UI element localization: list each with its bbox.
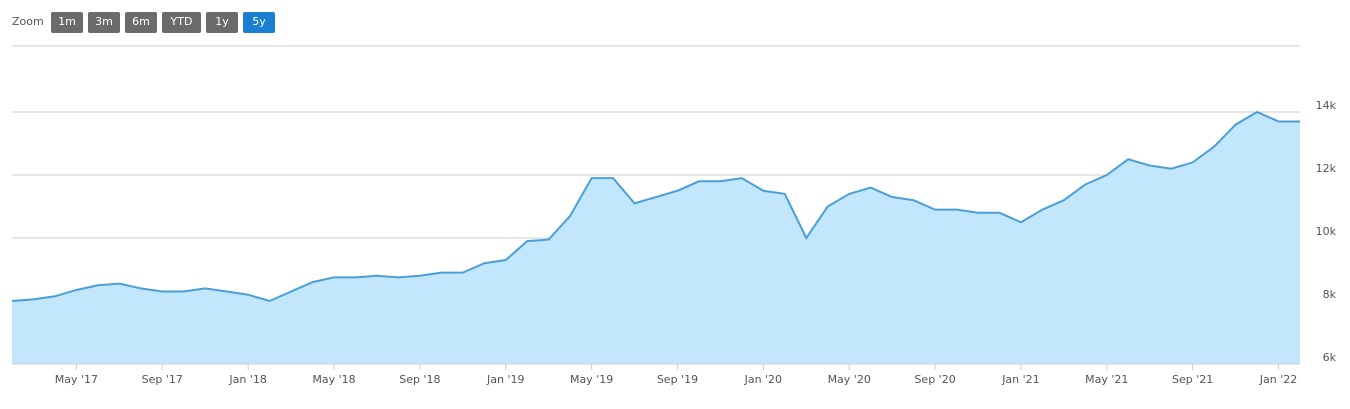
zoom-button-label[interactable]: 1m xyxy=(58,15,76,28)
zoom-button-label[interactable]: 3m xyxy=(95,15,113,28)
zoom-button-label[interactable]: 5y xyxy=(252,15,266,28)
zoom-button-label[interactable]: 6m xyxy=(132,15,150,28)
zoom-button-label[interactable]: YTD xyxy=(170,15,193,28)
x-tick-label: Sep '20 xyxy=(914,373,955,386)
x-tick-label: May '18 xyxy=(312,373,355,386)
zoom-button[interactable] xyxy=(51,12,83,33)
x-tick-label: Jan '19 xyxy=(486,373,524,386)
x-tick-label: Jan '21 xyxy=(1001,373,1039,386)
x-tick-label: May '19 xyxy=(570,373,613,386)
x-tick-label: Sep '18 xyxy=(399,373,440,386)
x-tick-label: May '20 xyxy=(828,373,871,386)
x-tick-label: Sep '17 xyxy=(142,373,183,386)
zoom-button[interactable] xyxy=(125,12,157,33)
zoom-label: Zoom xyxy=(12,15,44,28)
x-tick-label: May '21 xyxy=(1085,373,1128,386)
x-tick-label: Sep '19 xyxy=(657,373,698,386)
y-tick-label: 10k xyxy=(1316,225,1337,238)
zoom-button[interactable] xyxy=(243,12,275,33)
y-tick-label: 14k xyxy=(1316,99,1337,112)
zoom-button[interactable] xyxy=(162,12,201,33)
x-tick-label: Sep '21 xyxy=(1172,373,1213,386)
x-tick-label: Jan '20 xyxy=(744,373,782,386)
y-tick-label: 12k xyxy=(1316,162,1337,175)
x-tick-label: May '17 xyxy=(55,373,98,386)
zoom-button[interactable] xyxy=(206,12,238,33)
zoom-button-label[interactable]: 1y xyxy=(215,15,229,28)
y-tick-label: 6k xyxy=(1323,351,1337,364)
y-tick-label: 8k xyxy=(1323,288,1337,301)
x-tick-label: Jan '18 xyxy=(228,373,266,386)
zoom-button[interactable] xyxy=(88,12,120,33)
area xyxy=(12,112,1300,364)
x-tick-label: Jan '22 xyxy=(1259,373,1297,386)
line xyxy=(11,110,1300,303)
